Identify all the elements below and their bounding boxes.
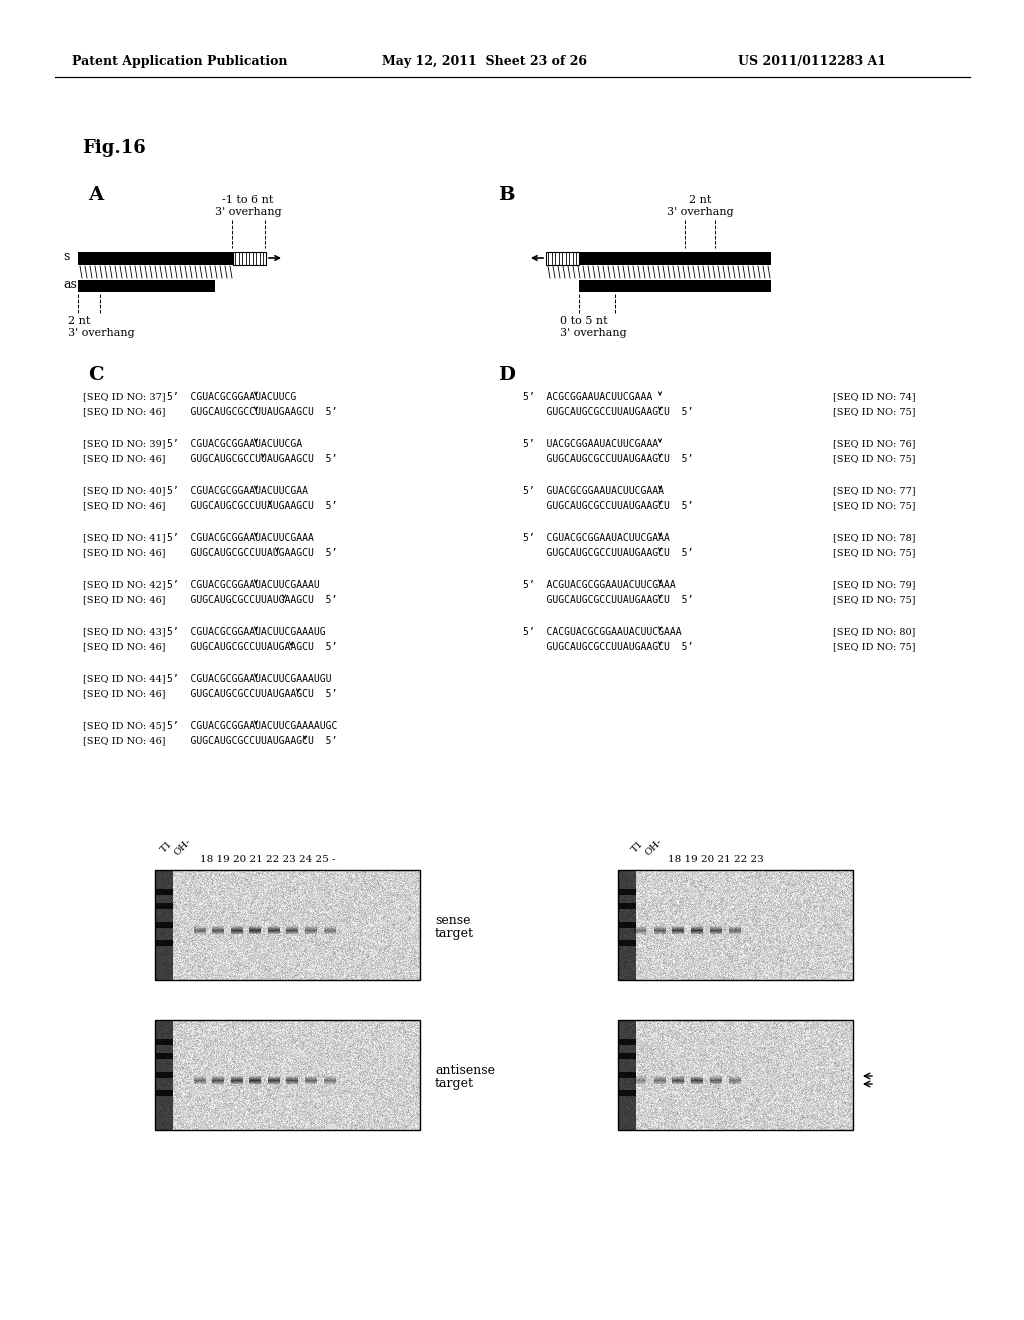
Text: target: target (435, 928, 474, 940)
Text: 5’  CGUACGCGGAAUACUUCGA: 5’ CGUACGCGGAAUACUUCGA (167, 440, 302, 449)
Text: [SEQ ID NO: 74]: [SEQ ID NO: 74] (833, 392, 915, 401)
Text: T1: T1 (160, 840, 175, 855)
Text: target: target (435, 1077, 474, 1090)
Text: B: B (498, 186, 515, 205)
Text: GUGCAUGCGCCUUAUGAAGCU  5’: GUGCAUGCGCCUUAUGAAGCU 5’ (523, 642, 693, 652)
Text: [SEQ ID NO: 80]: [SEQ ID NO: 80] (833, 627, 915, 636)
Text: 5’  CGUACGCGGAAUACUUCGAA: 5’ CGUACGCGGAAUACUUCGAA (167, 486, 308, 496)
Text: [SEQ ID NO: 46]: [SEQ ID NO: 46] (83, 689, 166, 698)
Text: GUGCAUGCGCCUUAUGAAGCU  5’: GUGCAUGCGCCUUAUGAAGCU 5’ (167, 548, 337, 558)
Text: C: C (88, 366, 103, 384)
Text: [SEQ ID NO: 43]: [SEQ ID NO: 43] (83, 627, 166, 636)
Text: GUGCAUGCGCCUUAUGAAGCU  5’: GUGCAUGCGCCUUAUGAAGCU 5’ (523, 595, 693, 605)
Text: 18 19 20 21 22 23: 18 19 20 21 22 23 (668, 854, 764, 863)
Text: 5’  CGUACGCGGAAUACUUCG: 5’ CGUACGCGGAAUACUUCG (167, 392, 296, 403)
Text: [SEQ ID NO: 75]: [SEQ ID NO: 75] (833, 454, 915, 463)
Text: 3' overhang: 3' overhang (215, 207, 282, 216)
Text: 5’  CGUACGCGGAAUACUUCGAAAUGU: 5’ CGUACGCGGAAUACUUCGAAAUGU (167, 675, 332, 684)
Text: GUGCAUGCGCCUUAUGAAGCU  5’: GUGCAUGCGCCUUAUGAAGCU 5’ (167, 454, 337, 465)
Text: [SEQ ID NO: 37]: [SEQ ID NO: 37] (83, 392, 166, 401)
Text: GUGCAUGCGCCUUAUGAAGCU  5’: GUGCAUGCGCCUUAUGAAGCU 5’ (523, 548, 693, 558)
Text: A: A (88, 186, 103, 205)
Text: OH-: OH- (173, 837, 194, 857)
Text: [SEQ ID NO: 46]: [SEQ ID NO: 46] (83, 595, 166, 605)
Text: [SEQ ID NO: 78]: [SEQ ID NO: 78] (833, 533, 915, 543)
Text: [SEQ ID NO: 77]: [SEQ ID NO: 77] (833, 487, 915, 495)
Text: [SEQ ID NO: 46]: [SEQ ID NO: 46] (83, 454, 166, 463)
Text: 0 to 5 nt: 0 to 5 nt (560, 315, 607, 326)
Text: GUGCAUGCGCCUUAUGAAGCU  5’: GUGCAUGCGCCUUAUGAAGCU 5’ (167, 502, 337, 511)
Text: 3' overhang: 3' overhang (667, 207, 733, 216)
Text: 5’  ACGCGGAAUACUUCGAAA: 5’ ACGCGGAAUACUUCGAAA (523, 392, 652, 403)
Text: [SEQ ID NO: 40]: [SEQ ID NO: 40] (83, 487, 166, 495)
Text: antisense: antisense (435, 1064, 495, 1077)
Text: 3' overhang: 3' overhang (560, 327, 627, 338)
Text: [SEQ ID NO: 79]: [SEQ ID NO: 79] (833, 581, 915, 590)
Text: 5’  CGUACGCGGAAUACUUCGAAAUG: 5’ CGUACGCGGAAUACUUCGAAAUG (167, 627, 326, 638)
Text: 5’  UACGCGGAAUACUUCGAAA: 5’ UACGCGGAAUACUUCGAAA (523, 440, 658, 449)
Text: [SEQ ID NO: 41]: [SEQ ID NO: 41] (83, 533, 166, 543)
Text: 5’  ACGUACGCGGAAUACUUCGAAA: 5’ ACGUACGCGGAAUACUUCGAAA (523, 579, 676, 590)
Text: 5’  CGUACGCGGAAUACUUCGAAAU: 5’ CGUACGCGGAAUACUUCGAAAU (167, 579, 319, 590)
Text: [SEQ ID NO: 46]: [SEQ ID NO: 46] (83, 737, 166, 746)
Text: GUGCAUGCGCCUUAUGAAGCU  5’: GUGCAUGCGCCUUAUGAAGCU 5’ (167, 642, 337, 652)
Bar (618, 1020, 853, 1130)
Text: Patent Application Publication: Patent Application Publication (72, 55, 288, 69)
Text: [SEQ ID NO: 45]: [SEQ ID NO: 45] (83, 722, 166, 730)
Text: [SEQ ID NO: 75]: [SEQ ID NO: 75] (833, 643, 915, 652)
Text: [SEQ ID NO: 76]: [SEQ ID NO: 76] (833, 440, 915, 449)
Text: [SEQ ID NO: 75]: [SEQ ID NO: 75] (833, 549, 915, 557)
Text: [SEQ ID NO: 75]: [SEQ ID NO: 75] (833, 502, 915, 511)
Text: GUGCAUGCGCCUUAUGAAGCU  5’: GUGCAUGCGCCUUAUGAAGCU 5’ (167, 689, 337, 700)
Bar (618, 870, 853, 979)
Bar (579, 252, 771, 265)
Text: GUGCAUGCGCCUUAUGAAGCU  5’: GUGCAUGCGCCUUAUGAAGCU 5’ (523, 502, 693, 511)
Text: [SEQ ID NO: 46]: [SEQ ID NO: 46] (83, 549, 166, 557)
Text: 5’  GUACGCGGAAUACUUCGAAA: 5’ GUACGCGGAAUACUUCGAAA (523, 486, 664, 496)
Bar (155, 870, 420, 979)
Text: 18 19 20 21 22 23 24 25 -: 18 19 20 21 22 23 24 25 - (200, 854, 336, 863)
Text: [SEQ ID NO: 44]: [SEQ ID NO: 44] (83, 675, 166, 684)
Text: OH-: OH- (644, 837, 665, 857)
Text: s: s (63, 251, 70, 264)
Bar (579, 280, 771, 292)
Bar (546, 252, 579, 265)
Text: 3' overhang: 3' overhang (68, 327, 134, 338)
Text: May 12, 2011  Sheet 23 of 26: May 12, 2011 Sheet 23 of 26 (382, 55, 587, 69)
Bar (233, 252, 266, 265)
Text: D: D (498, 366, 515, 384)
Text: T1: T1 (630, 840, 646, 855)
Text: GUGCAUGCGCCUUAUGAAGCU  5’: GUGCAUGCGCCUUAUGAAGCU 5’ (167, 737, 337, 746)
Text: GUGCAUGCGCCUUAUGAAGCU  5’: GUGCAUGCGCCUUAUGAAGCU 5’ (167, 407, 337, 417)
Text: [SEQ ID NO: 46]: [SEQ ID NO: 46] (83, 643, 166, 652)
Text: [SEQ ID NO: 46]: [SEQ ID NO: 46] (83, 408, 166, 417)
Text: 2 nt: 2 nt (689, 195, 712, 205)
Bar (155, 1020, 420, 1130)
Text: GUGCAUGCGCCUUAUGAAGCU  5’: GUGCAUGCGCCUUAUGAAGCU 5’ (167, 595, 337, 605)
Text: as: as (63, 277, 77, 290)
Text: [SEQ ID NO: 46]: [SEQ ID NO: 46] (83, 502, 166, 511)
Text: 5’  CACGUACGCGGAAUACUUCGAAA: 5’ CACGUACGCGGAAUACUUCGAAA (523, 627, 682, 638)
Text: US 2011/0112283 A1: US 2011/0112283 A1 (738, 55, 886, 69)
Text: GUGCAUGCGCCUUAUGAAGCU  5’: GUGCAUGCGCCUUAUGAAGCU 5’ (523, 407, 693, 417)
Text: 5’  CGUACGCGGAAUACUUCGAAA: 5’ CGUACGCGGAAUACUUCGAAA (167, 533, 314, 543)
Text: [SEQ ID NO: 42]: [SEQ ID NO: 42] (83, 581, 166, 590)
Text: 2 nt: 2 nt (68, 315, 90, 326)
Bar (78, 252, 233, 265)
Text: sense: sense (435, 913, 470, 927)
Text: Fig.16: Fig.16 (82, 139, 145, 157)
Text: [SEQ ID NO: 39]: [SEQ ID NO: 39] (83, 440, 166, 449)
Text: [SEQ ID NO: 75]: [SEQ ID NO: 75] (833, 595, 915, 605)
Text: GUGCAUGCGCCUUAUGAAGCU  5’: GUGCAUGCGCCUUAUGAAGCU 5’ (523, 454, 693, 465)
Bar (78, 280, 215, 292)
Text: 5’  CGUACGCGGAAUACUUCGAAA: 5’ CGUACGCGGAAUACUUCGAAA (523, 533, 670, 543)
Text: 5’  CGUACGCGGAAUACUUCGAAAAUGC: 5’ CGUACGCGGAAUACUUCGAAAAUGC (167, 721, 337, 731)
Text: -1 to 6 nt: -1 to 6 nt (222, 195, 273, 205)
Text: [SEQ ID NO: 75]: [SEQ ID NO: 75] (833, 408, 915, 417)
